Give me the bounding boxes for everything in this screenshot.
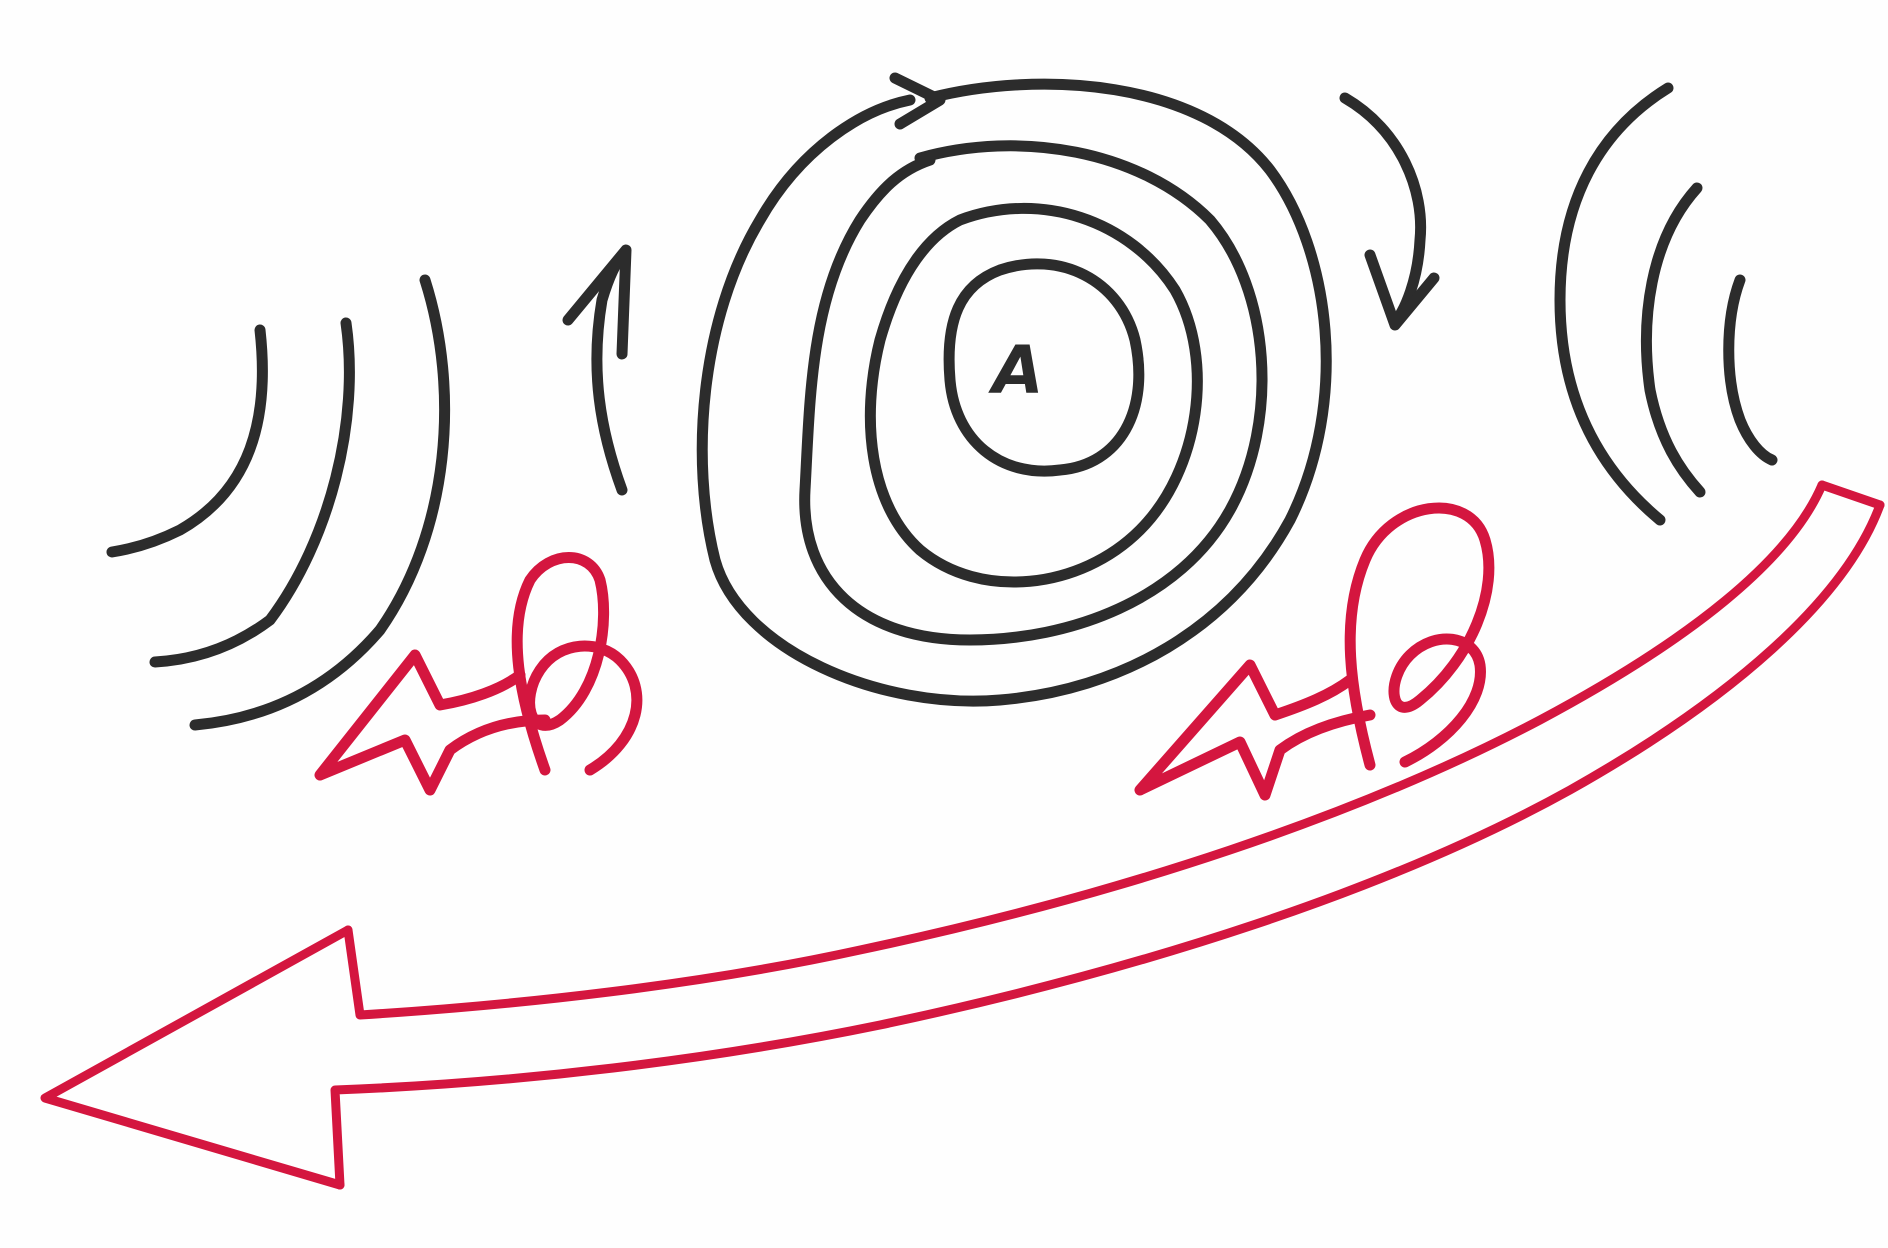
main-arrow-tail: [1817, 480, 1885, 510]
main-arrow-lower-edge: [330, 500, 1885, 1190]
isobar-ring-3: [864, 203, 1203, 588]
center-label: A: [987, 332, 1043, 409]
isobar-ring-outer: [696, 78, 1332, 707]
rotation-arrows: [562, 92, 1440, 496]
isobar-ring-inner: [943, 258, 1145, 477]
loop-scribble-right: [1344, 502, 1495, 771]
wind-lines-right: [1554, 82, 1778, 526]
wind-line-right-2: [1641, 182, 1706, 498]
main-curved-arrow: [40, 480, 1885, 1190]
isobar-rings: [696, 78, 1332, 707]
rotation-arrow-right: [1339, 92, 1427, 328]
flow-arrow-right: [1134, 502, 1495, 801]
rotation-arrow-left-head-icon: [562, 244, 632, 360]
wind-line-right-1: [1554, 82, 1674, 526]
loop-scribble-left: [511, 552, 643, 776]
flow-arrow-right-body: [1134, 659, 1376, 801]
wind-line-left-2: [149, 317, 355, 668]
main-arrow-upper-edge: [343, 480, 1827, 1020]
wind-line-left-3: [189, 274, 451, 731]
rotation-arrow-right-head-icon: [1364, 249, 1440, 331]
wind-lines-left: [106, 274, 451, 731]
ring-arrowhead-icon: [889, 72, 946, 130]
main-arrow-tip-icon: [40, 925, 353, 1190]
isobar-ring-2: [799, 140, 1268, 646]
wind-line-left-1: [106, 324, 268, 558]
flow-arrow-left: [314, 552, 643, 796]
flow-arrow-left-body: [314, 649, 551, 796]
wind-line-right-3: [1723, 274, 1778, 466]
